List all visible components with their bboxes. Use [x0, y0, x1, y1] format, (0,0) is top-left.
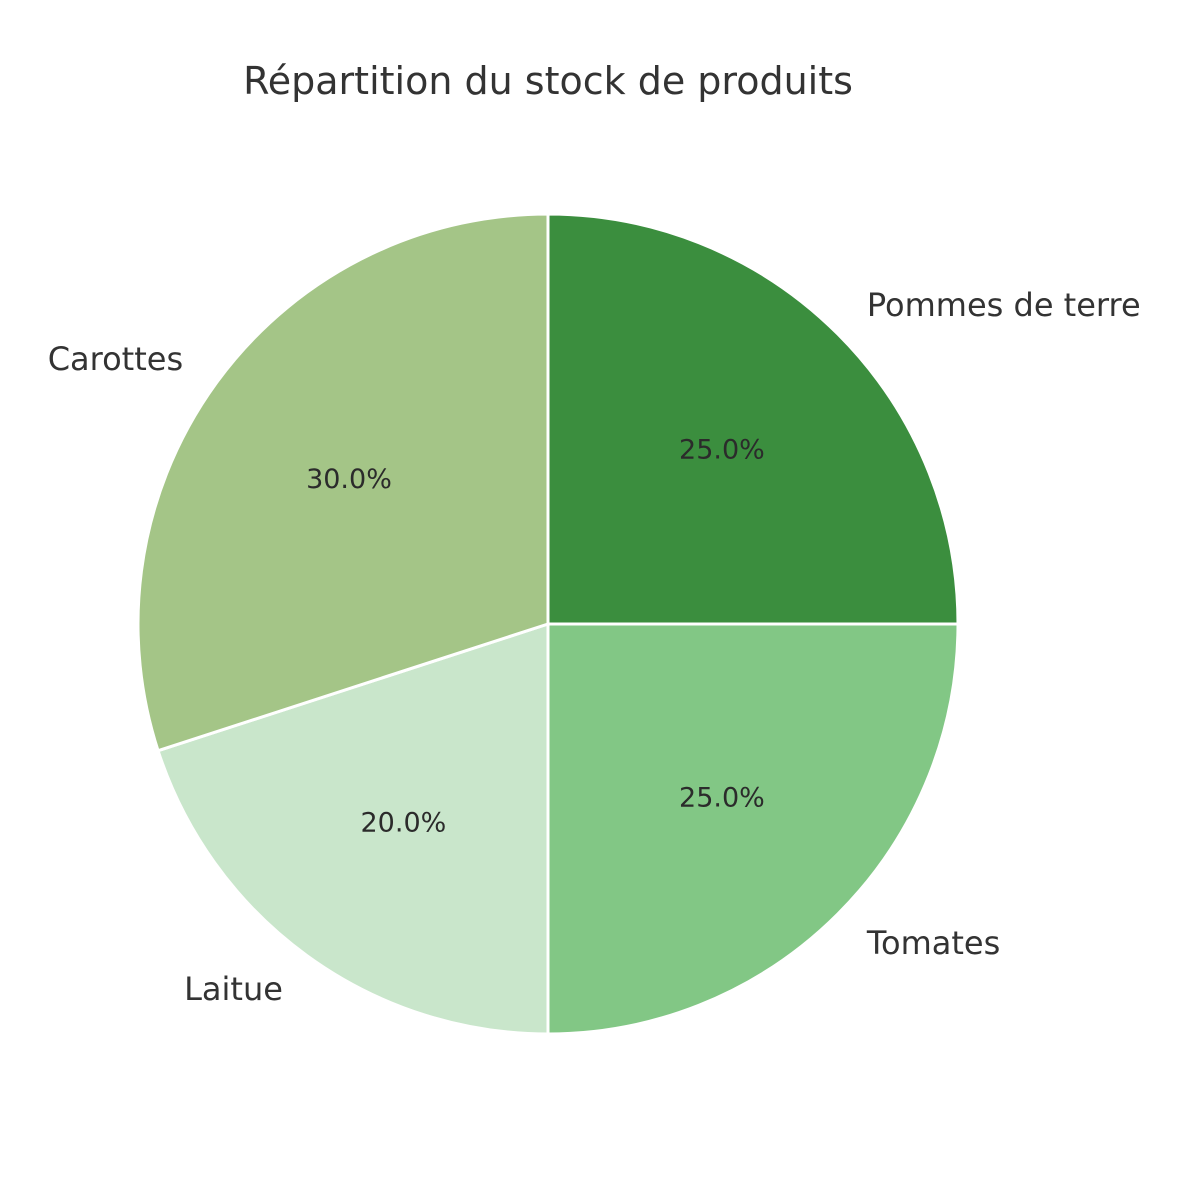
pie-slice-tomates: [546, 622, 960, 1036]
pie-slice-laitue: [156, 622, 550, 1036]
chart-title: Répartition du stock de produits: [243, 59, 853, 103]
pct-label-laitue: 20.0%: [361, 808, 447, 839]
pie-slice-pommes-de-terre: [546, 212, 960, 626]
pct-label-pommes-de-terre: 25.0%: [679, 435, 765, 466]
pct-label-tomates: 25.0%: [679, 782, 765, 813]
pct-label-carottes: 30.0%: [306, 464, 392, 495]
slice-label-laitue: Laitue: [184, 970, 283, 1008]
slice-label-carottes: Carottes: [48, 340, 183, 378]
pie-slices: [136, 212, 960, 1036]
slice-label-pommes-de-terre: Pommes de terre: [867, 286, 1141, 324]
pie-slice-carottes: [136, 212, 550, 753]
pie-labels: Pommes de terre 25.0% Tomates 25.0% Laitue 20…: [48, 286, 1141, 1008]
slice-label-tomates: Tomates: [866, 924, 1000, 962]
